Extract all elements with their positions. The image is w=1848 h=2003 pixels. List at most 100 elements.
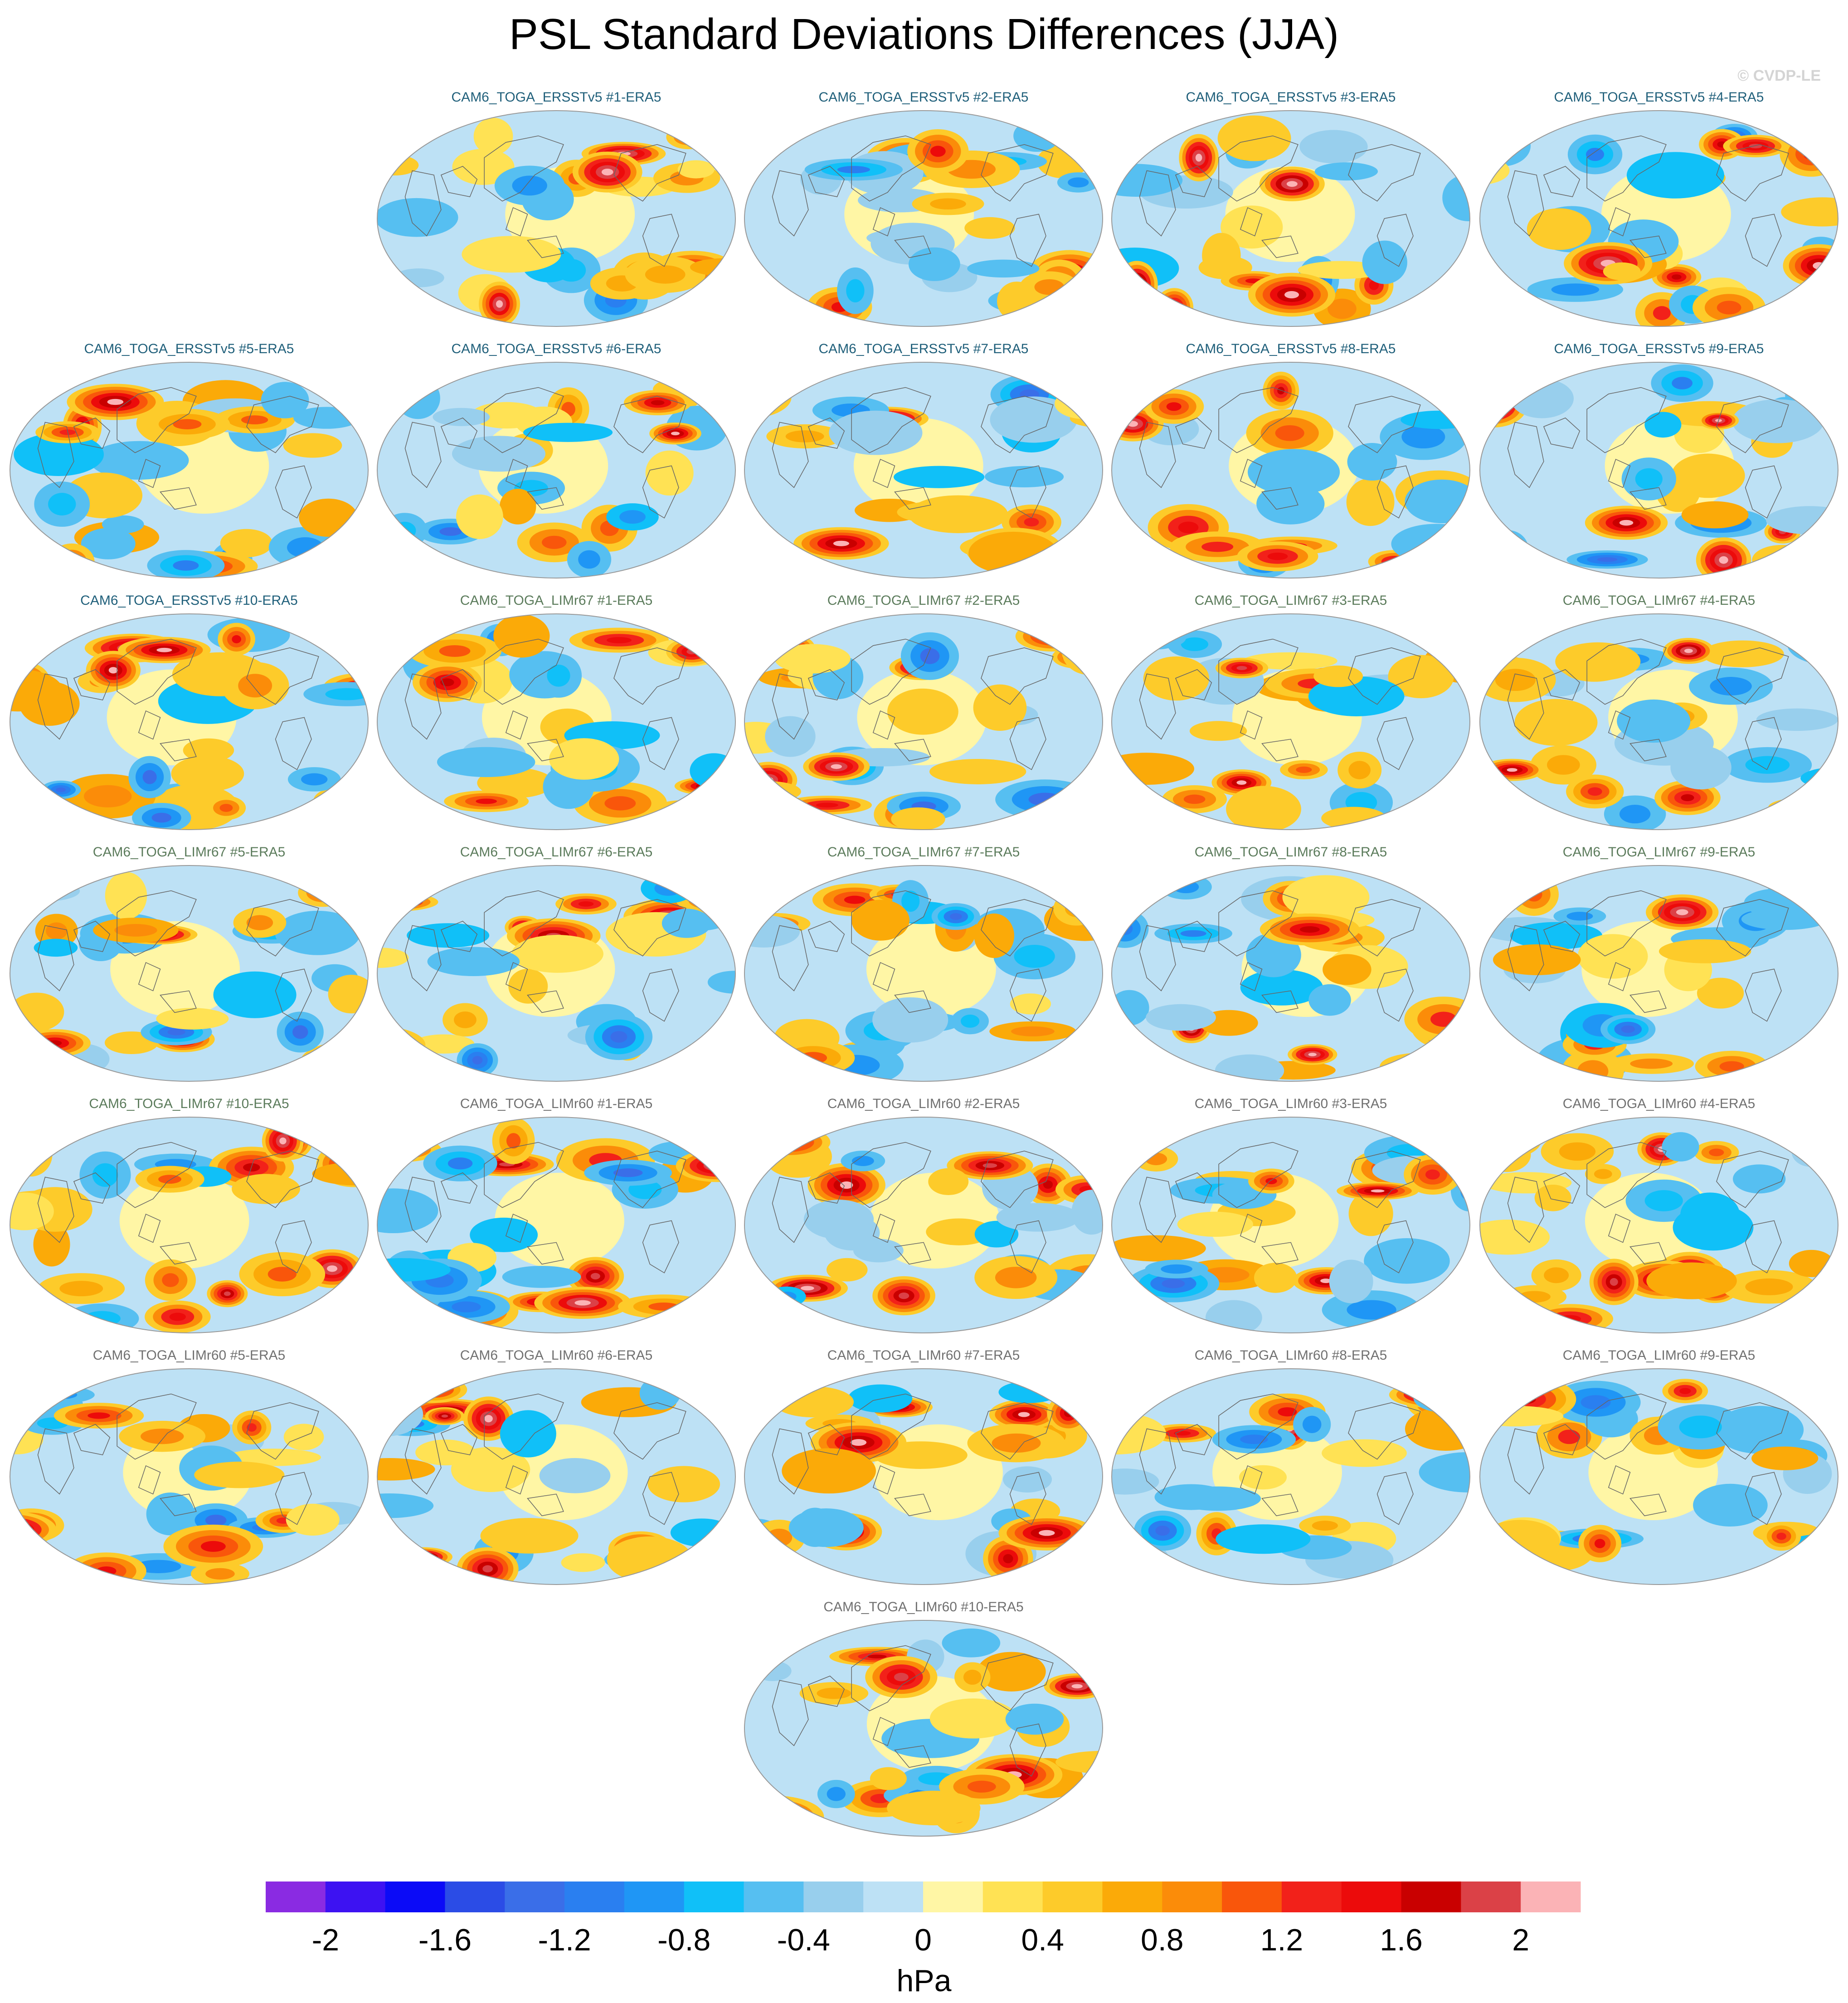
panel-title: CAM6_TOGA_ERSSTv5 #5-ERA5 bbox=[84, 341, 294, 356]
colorbar-box bbox=[863, 1881, 924, 1912]
map-field bbox=[1479, 1117, 1838, 1333]
colorbar-box bbox=[385, 1881, 445, 1912]
panel-title: CAM6_TOGA_ERSSTv5 #1-ERA5 bbox=[451, 90, 661, 105]
colorbar-box bbox=[1042, 1881, 1103, 1912]
panel-title: CAM6_TOGA_ERSSTv5 #2-ERA5 bbox=[818, 90, 1029, 105]
panel-title: CAM6_TOGA_ERSSTv5 #6-ERA5 bbox=[451, 341, 661, 356]
map-panel: CAM6_TOGA_ERSSTv5 #7-ERA5 bbox=[744, 342, 1104, 580]
map-field bbox=[1479, 865, 1838, 1082]
colorbar-box bbox=[564, 1881, 625, 1912]
panel-title: CAM6_TOGA_LIMr67 #5-ERA5 bbox=[92, 845, 286, 860]
map-panel: CAM6_TOGA_ERSSTv5 #2-ERA5 bbox=[744, 91, 1104, 328]
panel-title: CAM6_TOGA_LIMr60 #1-ERA5 bbox=[460, 1096, 653, 1111]
colorbar-tick-label: 1.6 bbox=[1380, 1923, 1423, 1957]
panel-title: CAM6_TOGA_LIMr60 #6-ERA5 bbox=[460, 1348, 653, 1363]
panel-title: CAM6_TOGA_LIMr67 #6-ERA5 bbox=[460, 845, 653, 860]
panel-title: CAM6_TOGA_LIMr60 #5-ERA5 bbox=[92, 1348, 286, 1363]
map-field bbox=[744, 362, 1103, 579]
panel-title: CAM6_TOGA_LIMr60 #10-ERA5 bbox=[823, 1599, 1024, 1614]
map-field bbox=[10, 362, 369, 579]
map-panel: CAM6_TOGA_LIMr67 #1-ERA5 bbox=[376, 594, 736, 831]
map-panel: CAM6_TOGA_LIMr67 #8-ERA5 bbox=[1111, 846, 1471, 1083]
map-field bbox=[377, 362, 736, 579]
colorbar-box bbox=[684, 1881, 744, 1912]
map-field bbox=[1479, 362, 1838, 579]
map-field bbox=[377, 110, 736, 327]
colorbar-box bbox=[1521, 1881, 1581, 1912]
map-field bbox=[744, 613, 1103, 830]
map-panel: CAM6_TOGA_ERSSTv5 #8-ERA5 bbox=[1111, 342, 1471, 580]
panel-title: CAM6_TOGA_ERSSTv5 #8-ERA5 bbox=[1186, 341, 1396, 356]
colorbar-tick-label: 0.4 bbox=[1021, 1923, 1064, 1957]
map-field bbox=[744, 1620, 1103, 1837]
map-field bbox=[377, 1117, 736, 1333]
panel-title: CAM6_TOGA_LIMr67 #9-ERA5 bbox=[1562, 845, 1756, 860]
map-field bbox=[10, 1117, 369, 1333]
map-field bbox=[10, 613, 369, 830]
panel-title: CAM6_TOGA_ERSSTv5 #3-ERA5 bbox=[1186, 90, 1396, 105]
colorbar-box bbox=[505, 1881, 565, 1912]
colorbar-box bbox=[1222, 1881, 1282, 1912]
panel-title: CAM6_TOGA_LIMr60 #2-ERA5 bbox=[827, 1096, 1020, 1111]
colorbar-box bbox=[803, 1881, 864, 1912]
map-panel: CAM6_TOGA_LIMr60 #7-ERA5 bbox=[744, 1349, 1104, 1586]
colorbar-tick-label: 0 bbox=[914, 1923, 932, 1957]
panel-title: CAM6_TOGA_ERSSTv5 #10-ERA5 bbox=[80, 593, 298, 608]
map-panel: CAM6_TOGA_LIMr60 #2-ERA5 bbox=[744, 1097, 1104, 1335]
colorbar-tick-label: 0.8 bbox=[1141, 1923, 1184, 1957]
map-field bbox=[744, 1368, 1103, 1585]
map-panel: CAM6_TOGA_LIMr60 #8-ERA5 bbox=[1111, 1349, 1471, 1586]
colorbar-tick-label: -0.4 bbox=[777, 1923, 830, 1957]
panel-title: CAM6_TOGA_LIMr67 #2-ERA5 bbox=[827, 593, 1020, 608]
map-field bbox=[744, 1117, 1103, 1333]
figure-title: PSL Standard Deviations Differences (JJA… bbox=[509, 10, 1339, 58]
colorbar-units: hPa bbox=[896, 1964, 952, 1998]
map-panel: CAM6_TOGA_ERSSTv5 #5-ERA5 bbox=[9, 342, 369, 580]
map-field bbox=[377, 865, 736, 1082]
colorbar-tick-label: -0.8 bbox=[657, 1923, 711, 1957]
colorbar-tick-label: -1.2 bbox=[538, 1923, 591, 1957]
map-panel: CAM6_TOGA_ERSSTv5 #9-ERA5 bbox=[1479, 342, 1839, 580]
map-field bbox=[1111, 613, 1470, 830]
colorbar-box bbox=[1102, 1881, 1162, 1912]
map-panel: CAM6_TOGA_ERSSTv5 #3-ERA5 bbox=[1111, 91, 1471, 328]
map-panel: CAM6_TOGA_LIMr67 #6-ERA5 bbox=[376, 846, 736, 1083]
map-panel: CAM6_TOGA_LIMr67 #2-ERA5 bbox=[744, 594, 1104, 831]
map-field bbox=[1479, 110, 1838, 327]
colorbar-box bbox=[1461, 1881, 1521, 1912]
colorbar-box bbox=[266, 1881, 326, 1912]
colorbar-tick-label: -1.6 bbox=[418, 1923, 472, 1957]
colorbar-box bbox=[982, 1881, 1043, 1912]
map-panel: CAM6_TOGA_LIMr60 #1-ERA5 bbox=[376, 1097, 736, 1335]
map-field bbox=[377, 1368, 736, 1585]
map-panel: CAM6_TOGA_ERSSTv5 #6-ERA5 bbox=[376, 342, 736, 580]
map-field bbox=[744, 110, 1103, 327]
colorbar-box bbox=[923, 1881, 983, 1912]
map-panel: CAM6_TOGA_LIMr60 #9-ERA5 bbox=[1479, 1349, 1839, 1586]
map-panel: CAM6_TOGA_ERSSTv5 #1-ERA5 bbox=[376, 91, 736, 328]
panel-title: CAM6_TOGA_LIMr67 #7-ERA5 bbox=[827, 845, 1020, 860]
panel-title: CAM6_TOGA_ERSSTv5 #7-ERA5 bbox=[818, 341, 1029, 356]
map-panel: CAM6_TOGA_LIMr60 #4-ERA5 bbox=[1479, 1097, 1839, 1335]
colorbar-box bbox=[445, 1881, 505, 1912]
panel-title: CAM6_TOGA_LIMr67 #10-ERA5 bbox=[89, 1096, 289, 1111]
map-panel: CAM6_TOGA_ERSSTv5 #10-ERA5 bbox=[9, 594, 369, 831]
map-panel: CAM6_TOGA_LIMr60 #3-ERA5 bbox=[1111, 1097, 1471, 1335]
map-field bbox=[10, 1368, 369, 1585]
colorbar-tick-label: 1.2 bbox=[1260, 1923, 1303, 1957]
map-panel: CAM6_TOGA_LIMr67 #7-ERA5 bbox=[744, 846, 1104, 1083]
panel-title: CAM6_TOGA_LIMr60 #7-ERA5 bbox=[827, 1348, 1020, 1363]
panel-title: CAM6_TOGA_LIMr67 #8-ERA5 bbox=[1194, 845, 1387, 860]
map-panel: CAM6_TOGA_ERSSTv5 #4-ERA5 bbox=[1479, 91, 1839, 328]
map-panel: CAM6_TOGA_LIMr60 #5-ERA5 bbox=[9, 1349, 369, 1586]
map-field bbox=[1111, 1117, 1470, 1333]
map-panel: CAM6_TOGA_LIMr67 #3-ERA5 bbox=[1111, 594, 1471, 831]
colorbar-box bbox=[1281, 1881, 1342, 1912]
map-field bbox=[377, 613, 736, 830]
map-panel: CAM6_TOGA_LIMr67 #5-ERA5 bbox=[9, 846, 369, 1083]
colorbar-box bbox=[1341, 1881, 1402, 1912]
colorbar-tick-label: 2 bbox=[1512, 1923, 1530, 1957]
map-field bbox=[10, 865, 369, 1082]
colorbar-box bbox=[325, 1881, 386, 1912]
colorbar-box bbox=[1401, 1881, 1461, 1912]
